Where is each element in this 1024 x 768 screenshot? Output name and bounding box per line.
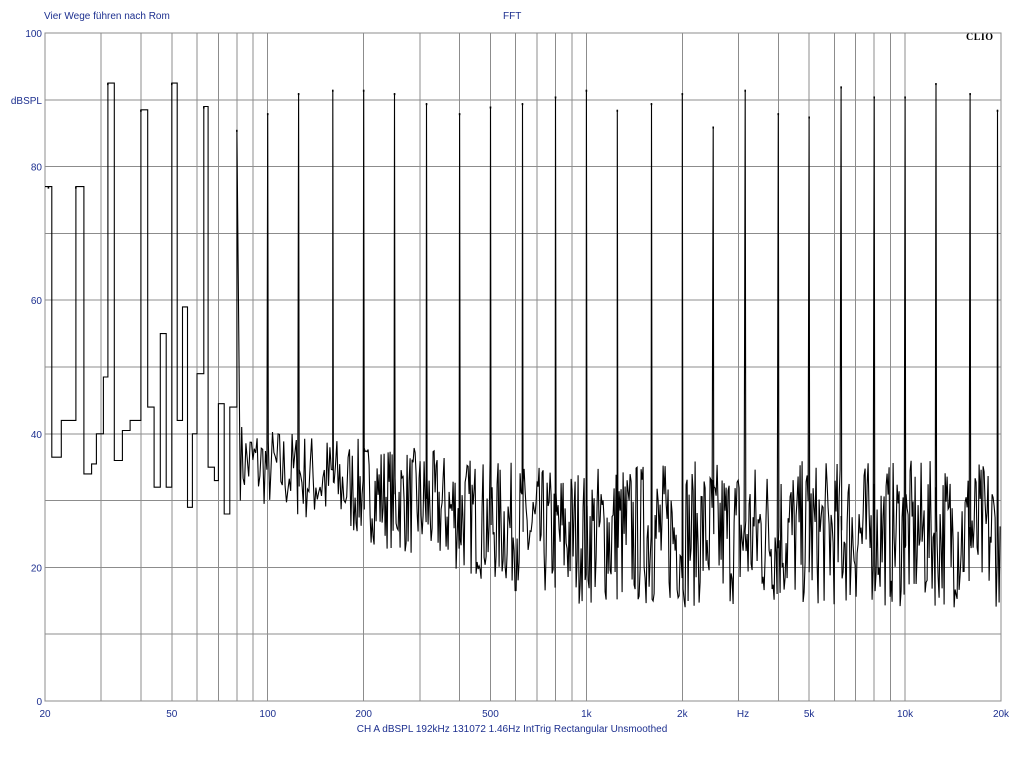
y-tick-label: 0: [36, 697, 42, 708]
x-tick-label: 20: [39, 709, 51, 720]
plot-frame: [44, 32, 1002, 702]
y-tick-label: 100: [25, 29, 42, 40]
x-tick-label: 100: [259, 709, 276, 720]
x-tick-label: 50: [166, 709, 178, 720]
y-tick-label: 20: [31, 563, 43, 574]
spectrum-trace-layer: [45, 82, 1001, 608]
x-tick-label: 5k: [804, 709, 816, 720]
x-tick-label: 200: [355, 709, 372, 720]
x-tick-label: 500: [482, 709, 499, 720]
x-tick-label: 20k: [993, 709, 1010, 720]
y-axis-label: dBSPL: [11, 96, 43, 107]
measurement-settings-footer: CH A dBSPL 192kHz 131072 1.46Hz IntTrig …: [356, 724, 668, 735]
x-axis-label: Hz: [737, 709, 749, 720]
y-tick-label: 60: [31, 296, 43, 307]
x-tick-label: 1k: [581, 709, 593, 720]
chart-title-left: Vier Wege führen nach Rom: [44, 11, 170, 22]
axis-labels-layer: 20 50 100 200 500 1k 2k 5k 10k 20kHz020406080100d…: [11, 29, 1010, 720]
clio-brand-label: CLIO: [966, 32, 994, 43]
x-tick-label: 2k: [677, 709, 689, 720]
y-tick-label: 80: [31, 163, 43, 174]
x-tick-label: 10k: [897, 709, 914, 720]
chart-title-center: FFT: [503, 11, 522, 22]
y-tick-label: 40: [31, 430, 43, 441]
spectrum-line: [45, 82, 1001, 608]
